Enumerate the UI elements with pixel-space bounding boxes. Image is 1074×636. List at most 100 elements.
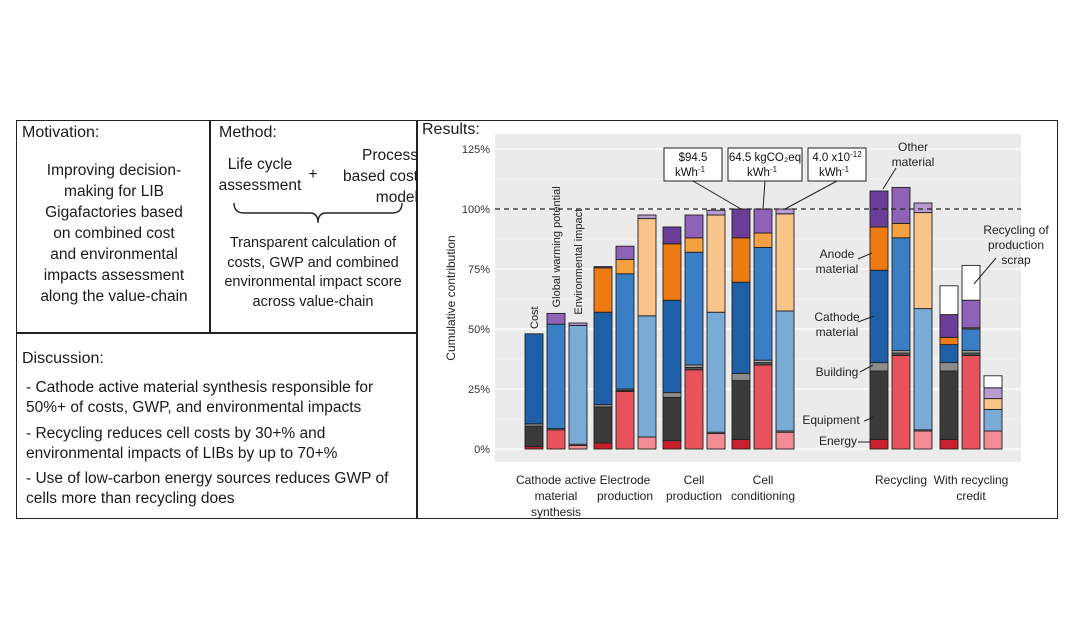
- motivation-line: Gigafactories based: [45, 204, 183, 221]
- bar-segment: [637, 214, 657, 220]
- discussion-line: - Recycling reduces cell costs by 30+% a…: [26, 425, 326, 442]
- bar-segment: [731, 380, 751, 440]
- bar-segment: [775, 213, 795, 312]
- annotation-building: Building: [816, 365, 859, 379]
- bar-segment: [939, 438, 959, 450]
- bar-segment: [913, 308, 933, 431]
- discussion-bullet: - Recycling reduces cell costs by 30+% a…: [26, 424, 406, 464]
- bar-segment: [961, 328, 981, 352]
- annotation-leader: [973, 257, 997, 285]
- annotation-leader: [859, 364, 874, 373]
- divider-left-results: [416, 120, 418, 519]
- bar-segment: [869, 226, 889, 271]
- y-tick-label: 50%: [468, 324, 490, 336]
- discussion-line: 50%+ of costs, GWP, and environmental im…: [26, 399, 362, 416]
- bar-segment: [939, 370, 959, 440]
- bar-segment: [891, 186, 911, 224]
- discussion-heading: Discussion:: [22, 350, 104, 367]
- bar-segment: [731, 281, 751, 374]
- x-tick-label: production: [597, 489, 653, 503]
- bar-segment: [939, 344, 959, 364]
- method-result: Transparent calculation of costs, GWP an…: [214, 234, 412, 312]
- x-tick-label: Recycling: [875, 473, 927, 487]
- motivation-line: Improving decision-: [46, 162, 182, 179]
- bar-segment: [637, 436, 657, 450]
- callout-box: [663, 147, 723, 182]
- x-tick-label: Cell: [753, 473, 774, 487]
- bar-segment: [593, 311, 613, 406]
- bar-segment: [684, 237, 704, 253]
- method-result-line: costs, GWP and combined: [227, 254, 399, 271]
- bar-segment: [684, 214, 704, 239]
- discussion-line: cells more than recycling does: [26, 490, 235, 507]
- bar-segment: [637, 218, 657, 317]
- bar-segment: [568, 324, 588, 445]
- method-result-line: Transparent calculation of: [229, 235, 397, 251]
- annotation-leader: [882, 167, 897, 190]
- bar-segment: [939, 336, 959, 346]
- y-tick-label: 25%: [468, 384, 490, 396]
- bar-segment: [753, 208, 773, 234]
- motivation-line: along the value-chain: [40, 288, 188, 305]
- bar-segment: [524, 425, 544, 448]
- bar-segment: [593, 266, 613, 269]
- callout-box: [807, 147, 867, 182]
- bar-segment: [546, 429, 566, 450]
- y-tick-label: 75%: [468, 264, 490, 276]
- annotation-anode-material: Anode: [820, 247, 855, 261]
- bar-segment: [662, 392, 682, 398]
- bar-segment: [869, 438, 889, 450]
- callout-value: $94.5: [679, 152, 708, 164]
- bar-segment: [775, 431, 795, 450]
- bar-segment: [961, 264, 981, 301]
- metric-label: Cost: [529, 306, 541, 329]
- discussion-line: - Use of low-carbon energy sources reduc…: [26, 470, 389, 487]
- bar-segment: [961, 354, 981, 450]
- bar-segment: [939, 362, 959, 372]
- y-tick-label: 125%: [462, 144, 490, 156]
- motivation-line: making for LIB: [64, 183, 164, 200]
- bar-segment: [961, 299, 981, 329]
- annotation-cathode-material: Cathode: [814, 310, 860, 324]
- bar-segment: [524, 333, 544, 425]
- callout-box: [727, 147, 803, 182]
- annotation-equipment: Equipment: [802, 413, 860, 427]
- bar-segment: [706, 209, 726, 216]
- callout-unit: kWh-1: [747, 165, 778, 179]
- bar-segment: [546, 323, 566, 430]
- x-tick-label: material: [535, 489, 578, 503]
- callout-leader: [692, 180, 742, 210]
- bar-segment: [913, 202, 933, 214]
- motivation-line: and environmental: [50, 246, 178, 263]
- callout-unit: kWh-1: [819, 165, 850, 179]
- bar-segment: [983, 387, 1003, 400]
- method-result-line: environmental impact score: [224, 274, 402, 290]
- x-tick-label: Electrode: [600, 473, 651, 487]
- bar-segment: [637, 315, 657, 438]
- method-lca-line: assessment: [218, 177, 302, 194]
- motivation-line: impacts assessment: [43, 267, 185, 284]
- annotation-recycling-scrap: scrap: [1001, 253, 1031, 267]
- bar-segment: [753, 232, 773, 248]
- metric-label: Global warming potential: [551, 186, 563, 307]
- bar-segment: [662, 243, 682, 301]
- bar-segment: [983, 398, 1003, 410]
- results-heading: Results:: [422, 121, 480, 138]
- bar-segment: [662, 440, 682, 450]
- method-pbcm-line: Process: [362, 147, 418, 164]
- summary-frame: [16, 120, 1058, 519]
- motivation-line: on combined cost: [53, 225, 175, 242]
- callout-value: 4.0 x10-12: [812, 150, 862, 164]
- y-axis-label: Cumulative contribution: [444, 235, 458, 360]
- bar-segment: [615, 273, 635, 390]
- x-tick-label: production: [666, 489, 722, 503]
- x-tick-label: credit: [956, 489, 986, 503]
- bar-segment: [869, 362, 889, 372]
- bar-segment: [753, 246, 773, 361]
- bar-segment: [775, 208, 795, 215]
- method-result-line: across value-chain: [252, 293, 374, 310]
- bar-segment: [939, 314, 959, 338]
- bar-segment: [731, 208, 751, 239]
- bar-segment: [568, 444, 588, 450]
- discussion-bullet: - Use of low-carbon energy sources reduc…: [26, 469, 406, 509]
